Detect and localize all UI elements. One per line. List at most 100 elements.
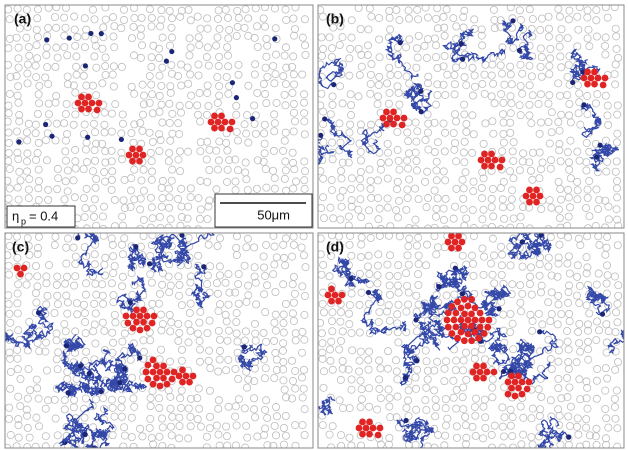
particle: [575, 156, 584, 165]
particle: [421, 346, 430, 355]
particle: [281, 431, 290, 440]
particle: [279, 328, 288, 337]
particle: [175, 281, 184, 290]
particle: [272, 98, 281, 107]
particle: [291, 421, 300, 430]
particle: [261, 364, 270, 373]
particle: [459, 194, 468, 203]
particle: [345, 433, 354, 442]
particle: [519, 149, 528, 158]
particle: [42, 50, 51, 59]
particle: [460, 100, 469, 109]
particle: [582, 415, 591, 424]
particle: [601, 50, 610, 59]
particle: [601, 386, 610, 395]
particle: [16, 375, 25, 384]
particle: [347, 101, 356, 110]
particle: [41, 73, 50, 82]
particle: [319, 367, 328, 376]
particle: [534, 100, 543, 109]
particle: [167, 23, 176, 32]
particle: [118, 110, 127, 119]
particle: [519, 32, 528, 41]
particle: [602, 414, 611, 423]
particle: [575, 299, 584, 308]
cluster-particle: [139, 151, 147, 159]
particle: [175, 291, 184, 300]
particle: [404, 386, 413, 395]
particle: [25, 317, 34, 326]
particle: [157, 326, 166, 335]
particle: [366, 234, 375, 243]
particle: [177, 6, 186, 15]
particle: [573, 42, 582, 51]
particle: [186, 422, 195, 431]
particle: [564, 412, 573, 421]
particle: [168, 109, 177, 118]
particle: [575, 339, 584, 348]
particle: [509, 214, 518, 223]
particle: [13, 253, 22, 262]
particle: [563, 148, 572, 157]
particle: [16, 402, 25, 411]
particle: [583, 337, 592, 346]
particle: [528, 404, 537, 413]
particle: [174, 319, 183, 328]
particle: [70, 25, 79, 34]
particle: [111, 100, 120, 109]
tracer: [460, 56, 466, 62]
particle: [489, 53, 498, 62]
particle: [432, 166, 441, 175]
particle: [205, 346, 214, 355]
particle: [565, 99, 574, 108]
tracer: [272, 36, 278, 42]
particle: [432, 176, 441, 185]
particle: [54, 174, 63, 183]
particle: [554, 384, 563, 393]
trajectory: [150, 233, 187, 255]
particle: [156, 136, 165, 145]
particle: [32, 41, 41, 50]
particle: [612, 308, 621, 317]
particle: [51, 414, 60, 423]
particle: [534, 309, 543, 318]
particle: [405, 79, 414, 88]
particle: [127, 129, 136, 138]
particle: [592, 394, 601, 403]
particle: [168, 69, 177, 78]
particle: [585, 147, 594, 156]
particle: [205, 166, 214, 175]
particle: [224, 89, 233, 98]
particle: [202, 53, 211, 62]
particle: [480, 70, 489, 79]
particle: [573, 177, 582, 186]
particle: [215, 262, 224, 271]
particle: [5, 117, 12, 126]
particle: [165, 288, 174, 297]
particle: [421, 136, 430, 145]
particle: [81, 329, 90, 338]
particle: [383, 260, 392, 269]
particle: [234, 270, 243, 279]
particle: [222, 366, 231, 375]
cluster-particle: [221, 118, 229, 126]
particle: [356, 156, 365, 165]
particle: [136, 194, 145, 203]
particle: [271, 50, 280, 59]
particle: [231, 412, 240, 421]
particle: [497, 261, 506, 270]
particle: [374, 129, 383, 138]
particle: [299, 98, 308, 107]
particle: [167, 176, 176, 185]
particle: [175, 434, 184, 443]
particle: [508, 280, 517, 289]
particle: [592, 280, 601, 289]
cluster-particle: [444, 238, 452, 246]
particle: [584, 326, 593, 335]
particle: [573, 422, 582, 431]
cluster-particle: [591, 68, 598, 76]
particle: [375, 35, 384, 44]
particle: [328, 44, 337, 53]
cluster-particle: [451, 238, 459, 246]
particle: [432, 204, 441, 213]
